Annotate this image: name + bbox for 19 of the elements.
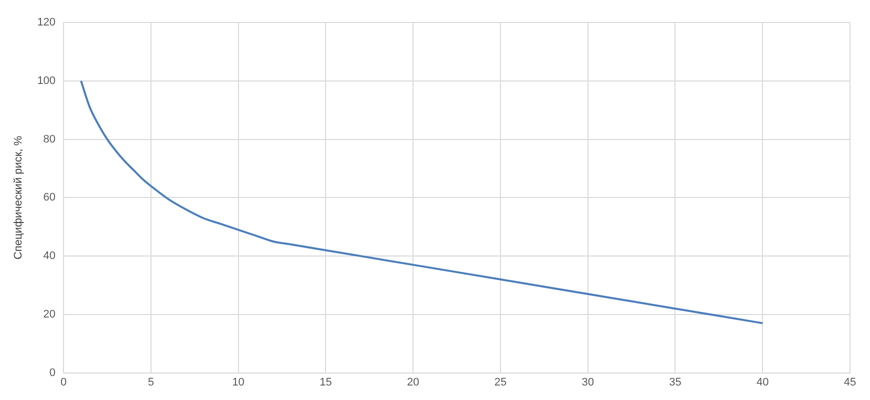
x-tick-label: 25 bbox=[494, 376, 507, 388]
y-axis-title: Специфический риск, % bbox=[12, 136, 25, 260]
x-tick-label: 10 bbox=[232, 376, 244, 388]
y-tick-label: 20 bbox=[43, 308, 56, 320]
x-tick-label: 20 bbox=[406, 376, 420, 388]
x-tick-label: 0 bbox=[60, 376, 67, 388]
y-tick-label: 40 bbox=[43, 250, 56, 262]
x-tick-label: 5 bbox=[148, 376, 154, 388]
x-tick-label: 40 bbox=[756, 376, 769, 388]
line-series bbox=[80, 80, 764, 324]
y-tick-label: 120 bbox=[37, 16, 56, 29]
x-tick-label: 30 bbox=[582, 376, 594, 388]
x-tick-label: 15 bbox=[320, 376, 332, 388]
y-tick-label: 80 bbox=[43, 133, 56, 146]
x-tick-label: 35 bbox=[669, 376, 682, 388]
x-tick-label: 45 bbox=[844, 376, 856, 388]
y-tick-label: 100 bbox=[37, 75, 56, 87]
y-tick-label: 60 bbox=[43, 192, 56, 204]
y-tick-label: 0 bbox=[49, 366, 56, 379]
